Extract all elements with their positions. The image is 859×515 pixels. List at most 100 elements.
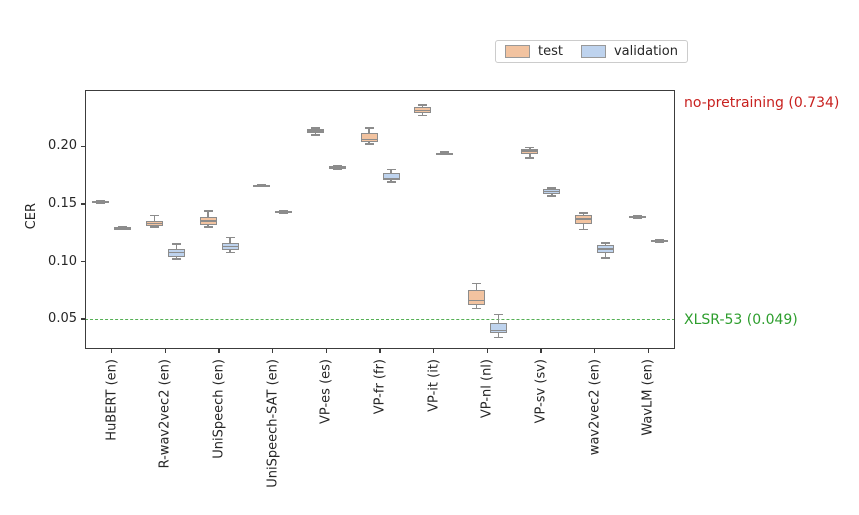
boxplot-whisker-cap [471, 282, 481, 285]
boxplot-box-validation [489, 322, 507, 333]
y-tick-label: 0.15 [48, 195, 77, 211]
x-tick-label: wav2vec2 (en) [587, 359, 603, 456]
legend-swatch-test [505, 45, 530, 58]
boxplot-whisker-cap [654, 238, 664, 241]
boxplot-median [167, 251, 185, 254]
boxplot-median [92, 200, 110, 203]
x-tick-mark [540, 349, 542, 353]
boxplot-median [328, 166, 346, 168]
boxplot-whisker-cap [364, 127, 374, 129]
boxplot-median [543, 190, 561, 193]
x-tick-mark [593, 349, 596, 353]
y-tick-mark [80, 318, 85, 320]
boxplot-median [650, 240, 668, 242]
boxplot-whisker-cap [579, 228, 589, 231]
y-tick-mark [80, 145, 85, 148]
plot-area [85, 90, 675, 349]
boxplot-median [521, 150, 539, 152]
boxplot-whisker-cap [203, 210, 213, 212]
boxplot-median [221, 245, 239, 248]
x-tick-label: HuBERT (en) [104, 359, 120, 441]
boxplot-median [436, 152, 454, 155]
x-tick-label: VP-fr (fr) [372, 359, 388, 415]
boxplot-whisker-cap [601, 257, 611, 259]
x-tick-label: VP-es (es) [318, 359, 334, 424]
boxplot-whisker-cap [96, 199, 106, 202]
boxplot-whisker-cap [418, 104, 428, 106]
x-tick-mark [164, 349, 167, 353]
legend-item-test: test [505, 44, 563, 59]
legend-swatch-validation [580, 45, 606, 58]
x-tick-mark [379, 349, 381, 353]
y-tick-mark [80, 203, 85, 205]
boxplot-whisker-cap [171, 258, 181, 260]
x-tick-label: R-wav2vec2 (en) [157, 359, 173, 469]
boxplot-box-test [467, 290, 485, 306]
boxplot-whisker-cap [601, 242, 611, 244]
x-tick-label: VP-it (it) [426, 359, 442, 412]
y-tick-label: 0.05 [48, 311, 77, 327]
legend-label-validation: validation [613, 44, 678, 59]
x-tick-mark [218, 349, 220, 353]
boxplot-whisker-cap [364, 143, 374, 145]
boxplot-median [114, 227, 132, 229]
boxplot-whisker-cap [525, 157, 535, 159]
boxplot-median [489, 329, 507, 332]
boxplot-whisker-cap [418, 114, 428, 117]
x-tick-label: UniSpeech-SAT (en) [265, 359, 281, 488]
boxplot-median [275, 211, 293, 213]
boxplot-whisker-cap [118, 226, 128, 228]
boxplot-whisker-cap [279, 210, 289, 212]
legend-label-test: test [538, 44, 563, 59]
boxplot-whisker-cap [203, 226, 213, 228]
boxplot-median [597, 248, 615, 250]
boxplot-whisker-cap [525, 146, 535, 149]
boxplot-whisker-cap [149, 226, 159, 228]
x-tick-label: VP-nl (nl) [479, 359, 495, 419]
boxplot-whisker-cap [171, 243, 181, 245]
legend: test validation [495, 40, 688, 63]
x-tick-mark [486, 349, 488, 353]
boxplot-whisker-cap [579, 212, 589, 214]
x-tick-mark [111, 349, 113, 353]
boxplot-median [414, 109, 432, 112]
boxplot-whisker-cap [332, 168, 342, 171]
x-tick-label: WavLM (en) [640, 359, 656, 436]
annotation-no-pretraining: no-pretraining (0.734) [684, 95, 840, 111]
boxplot-median [467, 299, 485, 302]
y-tick-label: 0.10 [48, 253, 77, 269]
x-tick-label: UniSpeech (en) [211, 359, 227, 459]
boxplot-whisker-cap [257, 183, 267, 186]
boxplot-whisker-cap [310, 127, 320, 129]
boxplot-median [199, 220, 217, 222]
y-tick-label: 0.20 [48, 138, 77, 154]
y-tick-mark [80, 260, 85, 263]
xlsr-53-reference-line [85, 319, 675, 321]
boxplot-median [145, 222, 163, 225]
boxplot-median [575, 218, 593, 220]
boxplot-median [382, 177, 400, 180]
boxplot-whisker-cap [225, 251, 235, 254]
boxplot-whisker-cap [440, 151, 450, 153]
boxplot-whisker-cap [386, 168, 396, 171]
boxplot-median [360, 138, 378, 141]
legend-item-validation: validation [580, 44, 678, 59]
boxplot-whisker-cap [386, 181, 396, 183]
boxplot-whisker-cap [632, 214, 642, 217]
x-tick-mark [272, 349, 274, 353]
boxplot-whisker-cap [547, 187, 557, 189]
boxplot-median [253, 184, 271, 187]
boxplot-whisker-cap [493, 336, 503, 339]
x-tick-mark [432, 349, 435, 353]
boxplot-whisker-cap [547, 195, 557, 197]
annotation-xlsr53: XLSR-53 (0.049) [684, 312, 798, 328]
boxplot-median [306, 130, 324, 132]
x-tick-mark [325, 349, 327, 353]
boxplot-whisker-cap [471, 307, 481, 310]
boxplot-whisker-cap [493, 313, 503, 316]
boxplot-whisker-cap [225, 236, 235, 239]
x-tick-mark [647, 349, 649, 353]
boxplot-whisker-cap [310, 134, 320, 136]
x-tick-label: VP-sv (sv) [533, 359, 549, 424]
boxplot-box-test [360, 132, 378, 142]
